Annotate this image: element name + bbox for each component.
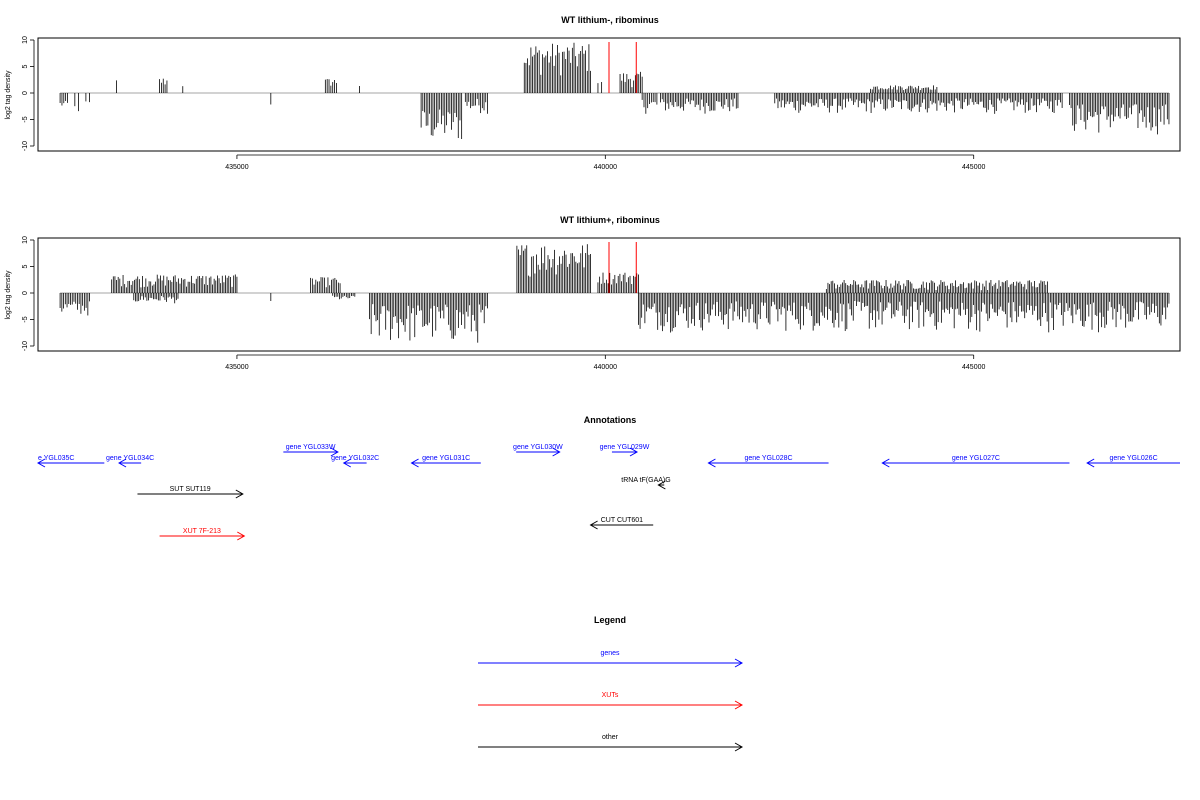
arrow-head [657, 480, 666, 490]
legend-label: other [602, 734, 619, 741]
feature-trna-tf-gaa-g: tRNA tF(GAA)G [621, 477, 671, 490]
feature-label: gene YGL028C [744, 455, 792, 462]
density-bars [59, 242, 1170, 343]
arrow-head [118, 458, 127, 468]
feature-label: SUT SUT119 [170, 486, 211, 493]
y-axis-label: log2 tag density [5, 70, 12, 120]
feature-gene-ygl033w: gene YGL033W [283, 444, 339, 457]
annotations-title: Annotations [584, 415, 637, 425]
annotations-panel: Annotations e YGL035C gene YGL034C gene YG… [36, 415, 1180, 541]
feature-label: tRNA tF(GAA)G [621, 477, 670, 484]
arrow-head [734, 700, 744, 710]
x-tick-label: 435000 [225, 364, 248, 371]
feature-label: gene YGL030W [513, 444, 563, 451]
arrow-head [734, 658, 744, 668]
arrow-head [235, 489, 244, 499]
feature-label: gene YGL031C [422, 455, 470, 462]
feature-gene-ygl030w: gene YGL030W [513, 444, 563, 457]
x-tick-label: 440000 [594, 364, 617, 371]
y-tick-label: 10 [22, 236, 29, 244]
feature-gene-ygl034c: gene YGL034C [106, 455, 154, 468]
legend-item-xuts: XUTs [478, 692, 744, 710]
feature-label: gene YGL029W [600, 444, 650, 451]
y-tick-label: 0 [22, 291, 29, 295]
arrow-head [552, 447, 561, 457]
y-tick-label: 5 [22, 264, 29, 268]
arrow-head [1086, 458, 1095, 468]
feature-xut-7f-213: XUT 7F-213 [159, 528, 246, 541]
feature-gene-ygl031c: gene YGL031C [410, 455, 481, 468]
axes: 10 5 0 -5 -10 435000 440000 445000 [22, 36, 985, 171]
feature-label: gene YGL034C [106, 455, 154, 462]
arrow-head [881, 458, 890, 468]
feature-gene-ygl029w: gene YGL029W [600, 444, 650, 457]
x-tick-label: 440000 [594, 164, 617, 171]
feature-gene-ygl035c: e YGL035C [36, 455, 105, 468]
y-axis-label: log2 tag density [5, 270, 12, 320]
y-tick-label: -10 [22, 341, 29, 351]
legend-label: XUTs [602, 692, 619, 699]
feature-arrows: e YGL035C gene YGL034C gene YGL033W gene YG… [36, 444, 1180, 541]
legend-item-genes: genes [478, 650, 744, 668]
feature-sut-sut119: SUT SUT119 [137, 486, 244, 499]
y-tick-label: -5 [22, 316, 29, 322]
feature-label: gene YGL027C [952, 455, 1000, 462]
legend-item-other: other [478, 734, 744, 752]
plot-frame [37, 237, 1181, 352]
density-bars [59, 42, 1170, 140]
track-title: WT lithium-, ribominus [561, 15, 659, 25]
feature-label: XUT 7F-213 [183, 528, 221, 535]
arrow-head [589, 520, 598, 530]
feature-gene-ygl028c: gene YGL028C [707, 455, 829, 468]
y-tick-label: -5 [22, 116, 29, 122]
feature-label: CUT CUT601 [601, 517, 643, 524]
y-tick-label: 10 [22, 36, 29, 44]
track-panel-lithium-plus: WT lithium+, ribominus 10 5 0 -5 -10 435000 44… [5, 215, 1181, 371]
arrow-head [342, 458, 352, 468]
arrow-head [629, 447, 639, 457]
feature-gene-ygl026c: gene YGL026C [1086, 455, 1180, 468]
arrow-head [36, 458, 46, 468]
legend-label: genes [600, 650, 620, 657]
legend-panel: Legend genes XUTs other [478, 615, 744, 752]
y-tick-label: 0 [22, 91, 29, 95]
feature-gene-ygl032c: gene YGL032C [331, 455, 379, 468]
feature-label: gene YGL033W [286, 444, 336, 451]
axes: 10 5 0 -5 -10 435000 440000 445000 [22, 236, 985, 371]
feature-cut-cut601: CUT CUT601 [589, 517, 654, 530]
x-tick-label: 435000 [225, 164, 248, 171]
arrow-head [237, 531, 246, 541]
y-tick-label: 5 [22, 64, 29, 68]
y-tick-label: -10 [22, 141, 29, 151]
feature-label: e YGL035C [38, 455, 74, 462]
x-tick-label: 445000 [962, 364, 985, 371]
arrow-head [410, 458, 419, 468]
plot-frame [37, 37, 1181, 152]
arrow-head [330, 447, 339, 457]
legend-title: Legend [594, 615, 626, 625]
x-tick-label: 445000 [962, 164, 985, 171]
track-title: WT lithium+, ribominus [560, 215, 660, 225]
track-panel-lithium-minus: WT lithium-, ribominus 10 5 0 -5 -10 435000 44… [5, 15, 1181, 171]
feature-label: gene YGL032C [331, 455, 379, 462]
arrow-head [734, 742, 744, 752]
arrow-head [707, 458, 716, 468]
feature-label: gene YGL026C [1110, 455, 1158, 462]
feature-gene-ygl027c: gene YGL027C [881, 455, 1070, 468]
legend-items: genes XUTs other [478, 650, 744, 752]
